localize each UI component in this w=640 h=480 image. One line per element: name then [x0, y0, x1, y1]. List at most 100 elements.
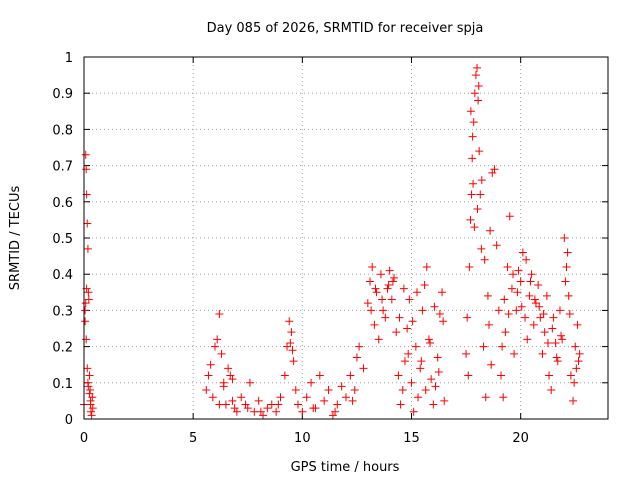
data-point	[501, 328, 510, 337]
data-point	[215, 310, 224, 319]
data-point	[492, 241, 501, 250]
x-tick-label: 0	[80, 431, 88, 446]
data-point	[498, 342, 507, 351]
data-point	[534, 281, 543, 290]
data-point	[396, 400, 405, 409]
data-point	[228, 396, 237, 405]
data-point	[503, 262, 512, 271]
y-tick-label: 0.4	[52, 268, 73, 283]
data-point	[522, 255, 531, 264]
data-point	[486, 226, 495, 235]
data-point	[535, 302, 544, 311]
data-point	[286, 338, 295, 347]
data-point	[215, 400, 224, 409]
data-point	[84, 288, 93, 297]
data-point	[513, 288, 522, 297]
data-point	[434, 367, 443, 376]
data-point	[368, 262, 377, 271]
data-point	[474, 81, 483, 90]
data-point	[404, 349, 413, 358]
data-point	[473, 63, 481, 72]
x-tick-label: 15	[403, 431, 420, 446]
data-point	[408, 317, 417, 326]
data-point	[474, 96, 483, 105]
data-point	[417, 357, 426, 366]
data-point	[440, 396, 449, 405]
data-point	[378, 295, 387, 304]
data-point	[86, 400, 95, 409]
data-point	[557, 331, 566, 340]
data-point	[263, 404, 272, 413]
data-point	[547, 386, 556, 395]
data-point	[202, 386, 211, 395]
data-point	[463, 313, 472, 322]
data-point	[435, 310, 444, 319]
data-point	[549, 313, 558, 322]
data-point	[398, 386, 407, 395]
data-point	[372, 288, 381, 297]
data-point	[384, 281, 393, 290]
data-point	[477, 244, 486, 253]
y-tick-label: 0.8	[52, 123, 73, 138]
data-point	[355, 342, 364, 351]
data-point	[241, 400, 250, 409]
data-point	[479, 342, 488, 351]
data-point	[468, 132, 477, 141]
chart-title: Day 085 of 2026, SRMTID for receiver spj…	[207, 21, 484, 36]
data-point	[516, 277, 525, 286]
y-tick-label: 0.7	[52, 160, 73, 175]
data-point	[475, 147, 484, 156]
data-point	[237, 393, 246, 402]
data-point	[289, 357, 298, 366]
data-point	[510, 349, 519, 358]
data-point	[464, 371, 473, 380]
data-point	[555, 306, 564, 315]
data-point	[342, 393, 350, 402]
x-tick-label: 5	[189, 431, 197, 446]
data-point	[359, 364, 368, 373]
data-point	[509, 270, 518, 279]
data-point	[488, 168, 497, 177]
y-tick-label: 0.2	[52, 341, 73, 356]
data-point	[407, 378, 416, 387]
data-point	[467, 190, 476, 199]
data-point	[562, 262, 571, 271]
data-point	[471, 71, 480, 80]
data-point	[298, 407, 307, 416]
data-point	[288, 346, 297, 355]
axis-ticks: 00.10.20.30.40.50.60.70.80.910 5 10 15 20	[52, 51, 608, 446]
data-point	[420, 281, 429, 290]
data-point	[505, 212, 514, 221]
data-point	[405, 295, 414, 304]
data-point	[83, 219, 92, 228]
data-point	[394, 371, 403, 380]
data-point	[204, 371, 213, 380]
data-point	[84, 382, 93, 391]
data-point	[536, 313, 545, 322]
data-point	[421, 386, 430, 395]
data-point	[392, 328, 401, 337]
data-point	[431, 382, 440, 391]
data-point	[383, 284, 392, 293]
data-point	[539, 310, 548, 319]
data-point	[575, 349, 584, 358]
data-point	[526, 277, 535, 286]
data-point	[219, 382, 228, 391]
data-point	[293, 400, 302, 409]
data-point	[469, 179, 478, 188]
data-point	[545, 371, 554, 380]
data-point	[228, 375, 237, 384]
data-point	[462, 349, 471, 358]
data-point	[315, 371, 324, 380]
data-point	[348, 396, 357, 405]
data-point	[226, 371, 235, 380]
data-point	[256, 407, 265, 416]
data-point	[82, 335, 91, 344]
data-point	[551, 338, 560, 347]
data-point	[565, 310, 574, 319]
data-point	[352, 353, 361, 362]
data-point	[388, 277, 397, 286]
data-point	[473, 205, 482, 214]
data-point	[558, 335, 567, 344]
